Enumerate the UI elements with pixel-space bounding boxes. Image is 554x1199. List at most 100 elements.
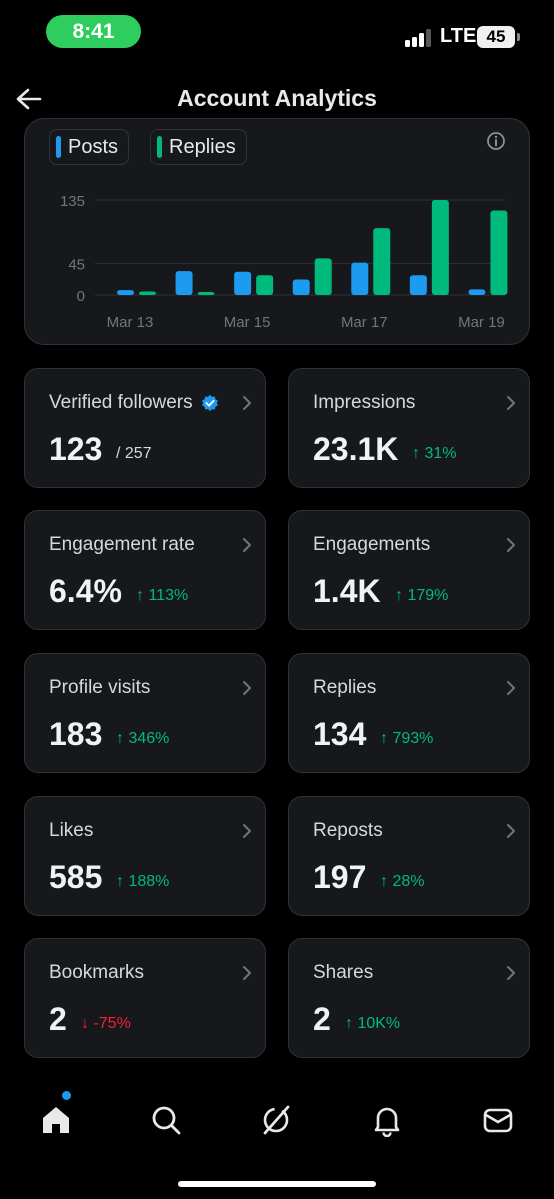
legend-replies-label: Replies	[169, 135, 236, 158]
stat-change: ↑ 793%	[380, 730, 433, 748]
signal-icon	[405, 29, 433, 47]
chevron-right-icon	[507, 966, 515, 980]
page-title: Account Analytics	[177, 85, 377, 111]
y-tick-label: 135	[60, 193, 85, 210]
chevron-right-icon	[507, 824, 515, 838]
stat-card-bookmarks[interactable]: Bookmarks 2 ↓ -75%	[24, 938, 266, 1058]
chevron-right-icon	[243, 966, 251, 980]
stat-value: 134	[313, 716, 367, 752]
stat-card-engagements[interactable]: Engagements 1.4K ↑ 179%	[288, 510, 530, 630]
x-tick-label: Mar 17	[341, 314, 388, 331]
stat-label: Profile visits	[49, 677, 150, 699]
tab-home[interactable]	[32, 1096, 80, 1144]
back-button[interactable]	[10, 80, 48, 118]
home-badge	[62, 1091, 71, 1100]
back-arrow-icon	[16, 88, 42, 110]
stat-card-engagement-rate[interactable]: Engagement rate 6.4% ↑ 113%	[24, 510, 266, 630]
tab-search[interactable]	[142, 1096, 190, 1144]
stat-label-text: Engagement rate	[49, 534, 195, 555]
bar-posts	[468, 289, 486, 295]
stat-label: Bookmarks	[49, 962, 144, 984]
chevron-right-icon	[243, 824, 251, 838]
legend-posts-label: Posts	[68, 135, 119, 158]
arrow-up-icon: ↑	[412, 445, 425, 462]
stat-label-text: Replies	[313, 677, 377, 698]
chart-card: Posts Replies 0 45 135 Mar 13 Mar 15 Mar 17 Ma…	[24, 118, 530, 345]
bar-replies	[373, 228, 391, 295]
stat-card-shares[interactable]: Shares 2 ↑ 10K%	[288, 938, 530, 1058]
stat-card-verified-followers[interactable]: Verified followers 123 / 257	[24, 368, 266, 488]
arrow-up-icon: ↑	[116, 873, 129, 890]
tab-grok[interactable]	[252, 1096, 300, 1144]
stat-label: Replies	[313, 677, 376, 699]
x-tick-label: Mar 19	[458, 314, 505, 331]
stat-value: 183	[49, 716, 103, 752]
bar-replies	[256, 275, 274, 295]
arrow-up-icon: ↑	[345, 1015, 358, 1032]
stat-label: Engagements	[313, 534, 430, 556]
stat-label-text: Reposts	[313, 820, 383, 841]
stat-card-impressions[interactable]: Impressions 23.1K ↑ 31%	[288, 368, 530, 488]
stat-value: 2	[49, 1001, 67, 1037]
stat-value: 2	[313, 1001, 331, 1037]
stat-change: ↑ 113%	[136, 587, 188, 605]
stat-extra-text: / 257	[116, 445, 152, 462]
status-time[interactable]: 8:41	[46, 15, 141, 48]
verified-badge-icon	[201, 394, 218, 412]
arrow-up-icon: ↑	[116, 730, 129, 747]
legend-replies[interactable]: Replies	[150, 129, 247, 165]
bar-posts	[292, 279, 310, 295]
bar-replies	[431, 200, 449, 295]
stat-label: Impressions	[313, 392, 415, 414]
chevron-right-icon	[243, 681, 251, 695]
stat-change: ↑ 188%	[116, 873, 169, 891]
bell-icon	[374, 1107, 400, 1137]
stat-label: Engagement rate	[49, 534, 195, 556]
stat-change: ↑ 28%	[380, 873, 424, 891]
bar-posts	[409, 275, 427, 295]
bar-replies	[314, 258, 332, 295]
info-icon[interactable]	[486, 131, 506, 151]
stat-card-replies[interactable]: Replies 134 ↑ 793%	[288, 653, 530, 773]
status-bar: 8:41 LTE 45	[0, 0, 554, 70]
home-indicator	[178, 1181, 376, 1187]
stat-change: ↑ 31%	[412, 445, 456, 463]
chevron-right-icon	[507, 396, 515, 410]
chevron-right-icon	[243, 396, 251, 410]
bar-chart: 0 45 135 Mar 13 Mar 15 Mar 17 Mar 19	[60, 193, 508, 331]
legend-posts[interactable]: Posts	[49, 129, 130, 165]
stat-label: Likes	[49, 820, 93, 842]
stat-total: / 257	[116, 445, 152, 463]
stat-change: ↑ 179%	[395, 587, 448, 605]
arrow-down-icon: ↓	[81, 1015, 94, 1032]
bar-posts	[117, 290, 134, 295]
tab-messages[interactable]	[474, 1096, 522, 1144]
stat-card-likes[interactable]: Likes 585 ↑ 188%	[24, 796, 266, 916]
stat-card-profile-visits[interactable]: Profile visits 183 ↑ 346%	[24, 653, 266, 773]
stat-value: 197	[313, 859, 367, 895]
stat-extra-text: -75%	[93, 1015, 131, 1032]
chevron-right-icon	[243, 538, 251, 552]
chevron-right-icon	[507, 538, 515, 552]
stat-extra-text: 31%	[424, 445, 457, 462]
stat-extra-text: 113%	[148, 587, 189, 604]
stat-card-reposts[interactable]: Reposts 197 ↑ 28%	[288, 796, 530, 916]
stat-change: ↑ 346%	[116, 730, 169, 748]
stat-value: 1.4K	[313, 573, 381, 609]
stat-label: Shares	[313, 962, 373, 984]
bar-replies	[490, 210, 508, 295]
stat-label-text: Impressions	[313, 392, 416, 413]
mail-icon	[483, 1108, 513, 1133]
grok-icon	[263, 1105, 290, 1135]
stat-label-text: Profile visits	[49, 677, 151, 698]
stat-label: Verified followers	[49, 392, 219, 414]
stat-label-text: Shares	[313, 962, 374, 983]
bar-replies	[139, 291, 156, 295]
tab-notifications[interactable]	[363, 1096, 411, 1144]
network-type: LTE	[440, 25, 477, 47]
stat-value: 23.1K	[313, 431, 399, 467]
battery-icon: 45	[477, 26, 520, 48]
y-tick-label: 45	[68, 256, 85, 273]
chevron-right-icon	[507, 681, 515, 695]
stat-extra-text: 28%	[392, 873, 425, 890]
